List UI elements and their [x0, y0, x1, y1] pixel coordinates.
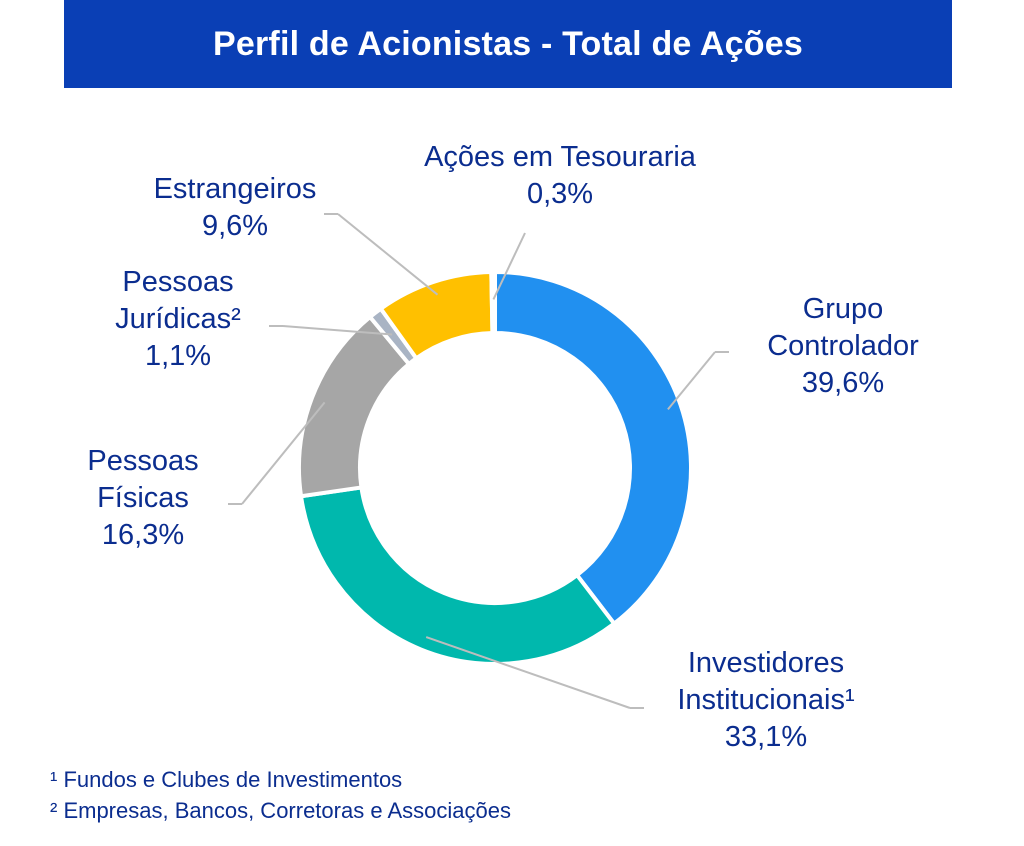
footnotes: ¹ Fundos e Clubes de Investimentos ² Emp… — [50, 764, 511, 826]
footnote-2: ² Empresas, Bancos, Corretoras e Associa… — [50, 798, 511, 823]
chart-title: Perfil de Acionistas - Total de Ações — [213, 24, 803, 63]
labels-group: Grupo Controlador 39,6% Investidores Institu… — [87, 141, 919, 753]
slice-name-label: Pessoas — [122, 266, 233, 298]
data-label: Pessoas Jurídicas² 1,1% — [115, 266, 241, 372]
leader-line — [667, 351, 716, 411]
slice-investidores-institucionais — [298, 485, 617, 666]
slice-value-label: 33,1% — [725, 721, 807, 753]
slice-a-es-em-tesouraria — [489, 269, 497, 336]
data-label: Estrangeiros 9,6% — [154, 173, 317, 242]
leader-line — [492, 232, 526, 300]
slices-group — [297, 269, 693, 666]
footnote-1: ¹ Fundos e Clubes de Investimentos — [50, 767, 403, 792]
slice-value-label: 1,1% — [145, 340, 211, 372]
leader-lines-group — [228, 213, 729, 709]
slice-name-label: Jurídicas² — [115, 303, 241, 335]
data-label: Ações em Tesouraria 0,3% — [424, 141, 697, 210]
data-label: Grupo Controlador 39,6% — [767, 293, 919, 399]
leader-line — [337, 213, 439, 296]
slice-grupo-controlador — [493, 269, 693, 627]
leader-line — [282, 325, 393, 336]
slice-name-label: Estrangeiros — [154, 173, 317, 205]
slice-value-label: 39,6% — [802, 367, 884, 399]
slice-value-label: 9,6% — [202, 210, 268, 242]
leader-line — [425, 636, 631, 709]
slice-value-label: 0,3% — [527, 178, 593, 210]
data-label: Investidores Institucionais¹ 33,1% — [677, 647, 855, 753]
slice-name-label: Físicas — [97, 482, 189, 514]
slice-name-label: Investidores — [688, 647, 844, 679]
slice-name-label: Controlador — [767, 330, 919, 362]
slice-value-label: 16,3% — [102, 519, 184, 551]
slice-name-label: Pessoas — [87, 445, 198, 477]
title-bar: Perfil de Acionistas - Total de Ações — [64, 0, 952, 88]
slice-name-label: Institucionais¹ — [677, 684, 855, 716]
leader-line — [241, 401, 326, 505]
slice-name-label: Grupo — [803, 293, 884, 325]
data-label: Pessoas Físicas 16,3% — [87, 445, 198, 551]
slice-name-label: Ações em Tesouraria — [424, 141, 697, 173]
